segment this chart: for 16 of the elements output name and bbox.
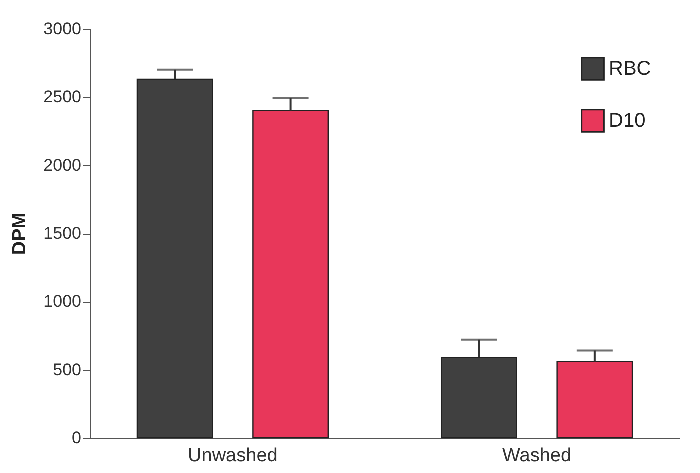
bar — [556, 361, 634, 439]
y-tick-label: 2000 — [44, 156, 82, 175]
legend-label: RBC — [609, 58, 652, 80]
bar — [252, 110, 330, 439]
x-tick-label: Washed — [502, 446, 572, 466]
y-axis-title: DPM — [10, 212, 31, 256]
x-tick-label: Unwashed — [188, 446, 278, 466]
y-tick-label: 0 — [72, 428, 82, 448]
bar — [440, 356, 518, 439]
y-tick-label: 1000 — [44, 292, 82, 312]
legend-label: D10 — [609, 110, 646, 132]
y-tick-label: 3000 — [44, 20, 82, 38]
y-tick-label: 1500 — [44, 224, 82, 243]
bar — [136, 78, 214, 439]
y-tick-label: 2500 — [44, 88, 82, 107]
y-tick-label: 500 — [53, 360, 82, 380]
